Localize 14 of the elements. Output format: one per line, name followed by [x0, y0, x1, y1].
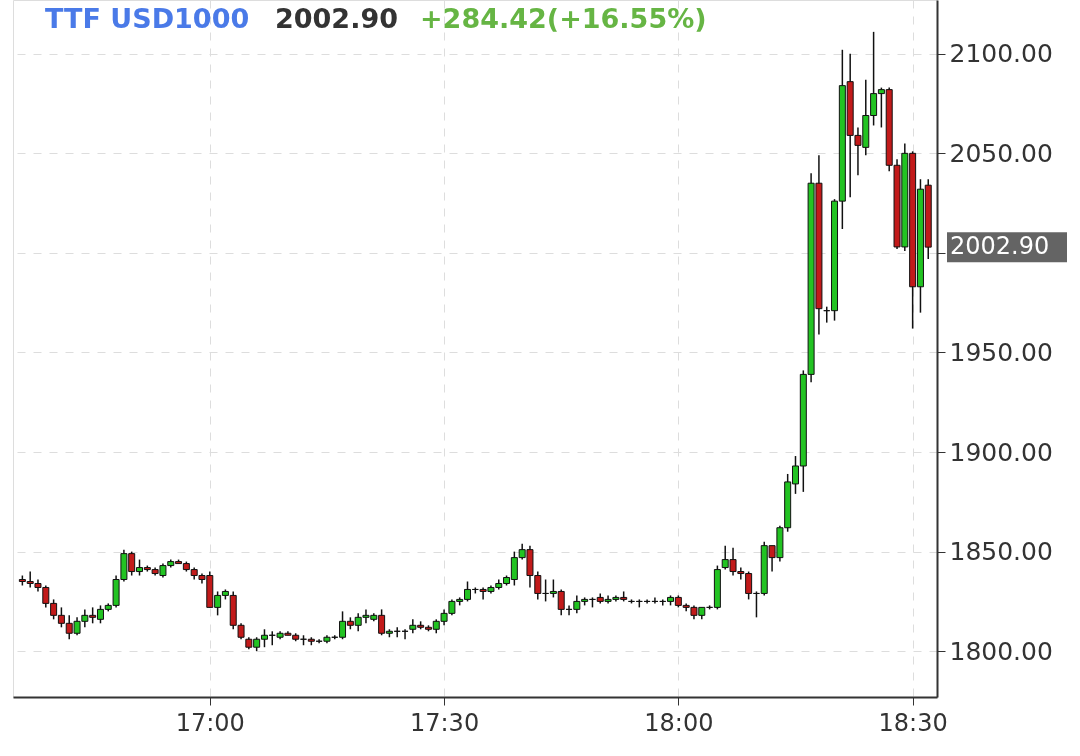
y-tick-label: 2050.00 — [949, 138, 1053, 168]
annotation: +284.42(+16.55%) — [420, 3, 707, 34]
x-tick-label: 18:00 — [644, 708, 714, 737]
y-tick-label: 1800.00 — [949, 636, 1053, 666]
text: 2002.90 — [950, 232, 1050, 261]
x-tick-label: 17:30 — [409, 708, 480, 737]
y-tick-label: 1900.00 — [949, 437, 1053, 467]
chart-title: TTF USD1000 — [45, 3, 250, 34]
x-tick-label: 17:00 — [175, 708, 245, 737]
y-tick-label: 1950.00 — [949, 337, 1053, 367]
y-tick-label: 1850.00 — [949, 537, 1053, 567]
x-tick-label: 18:30 — [878, 708, 948, 737]
annotation: 2002.90 — [275, 3, 398, 34]
y-tick-label: 2100.00 — [949, 39, 1053, 69]
